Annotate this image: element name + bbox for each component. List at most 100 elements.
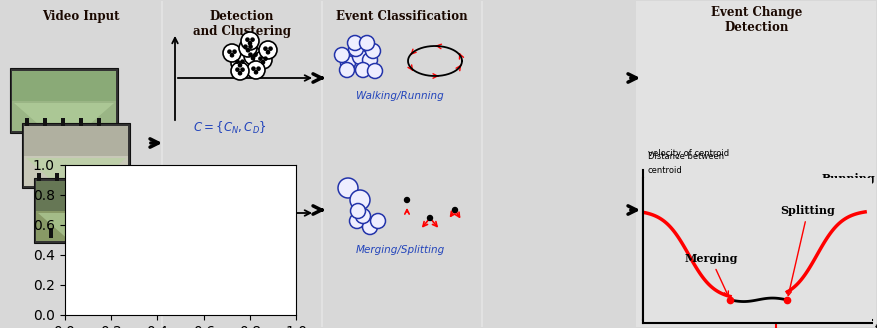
- Circle shape: [205, 213, 208, 216]
- Bar: [636, 1, 638, 327]
- Circle shape: [256, 228, 259, 231]
- Circle shape: [259, 218, 261, 221]
- Text: Walking/Running: Walking/Running: [356, 91, 444, 101]
- Polygon shape: [26, 158, 126, 186]
- Circle shape: [260, 215, 264, 218]
- Bar: [97, 118, 101, 128]
- Circle shape: [267, 177, 271, 180]
- Circle shape: [273, 177, 276, 180]
- Circle shape: [239, 64, 242, 67]
- Bar: [10, 68, 118, 133]
- Bar: [638, 1, 876, 327]
- Bar: [34, 178, 142, 243]
- Circle shape: [208, 220, 224, 236]
- Circle shape: [259, 41, 277, 59]
- Text: velocity of centroid: velocity of centroid: [647, 149, 729, 158]
- Circle shape: [204, 213, 220, 229]
- Circle shape: [362, 219, 377, 235]
- Circle shape: [231, 62, 249, 80]
- Bar: [49, 228, 53, 238]
- Bar: [43, 118, 47, 128]
- Circle shape: [249, 45, 253, 48]
- Text: $C = \{C_N, C_D\}$: $C = \{C_N, C_D\}$: [193, 120, 267, 136]
- Bar: [24, 126, 128, 156]
- Text: Running: Running: [822, 173, 875, 184]
- Bar: [12, 101, 116, 131]
- Bar: [36, 181, 140, 211]
- Circle shape: [239, 39, 257, 57]
- Bar: [25, 118, 29, 128]
- Bar: [12, 71, 116, 101]
- Circle shape: [192, 220, 208, 236]
- Circle shape: [355, 63, 370, 77]
- Text: Walking: Walking: [654, 233, 705, 244]
- Text: Merging: Merging: [684, 253, 738, 296]
- Circle shape: [370, 214, 386, 229]
- Circle shape: [453, 208, 458, 213]
- Circle shape: [244, 47, 262, 65]
- Bar: [79, 118, 83, 128]
- Circle shape: [233, 50, 236, 53]
- Circle shape: [350, 190, 370, 210]
- Circle shape: [201, 225, 203, 228]
- Circle shape: [223, 44, 241, 62]
- Circle shape: [252, 228, 254, 231]
- Circle shape: [200, 213, 203, 216]
- Circle shape: [217, 225, 219, 228]
- Text: t: t: [874, 327, 877, 328]
- Circle shape: [348, 42, 363, 56]
- Circle shape: [261, 61, 265, 64]
- Circle shape: [248, 42, 252, 45]
- Bar: [61, 118, 65, 128]
- Circle shape: [340, 55, 355, 71]
- Circle shape: [213, 218, 216, 221]
- Bar: [67, 228, 71, 238]
- Circle shape: [196, 208, 212, 224]
- Circle shape: [244, 45, 247, 48]
- Circle shape: [196, 225, 199, 228]
- Bar: [22, 123, 130, 188]
- Circle shape: [246, 38, 249, 41]
- Circle shape: [247, 61, 265, 79]
- Bar: [481, 1, 483, 327]
- Circle shape: [231, 54, 233, 57]
- Circle shape: [241, 68, 244, 71]
- Circle shape: [231, 54, 249, 72]
- Circle shape: [252, 210, 268, 226]
- Circle shape: [247, 223, 263, 239]
- Circle shape: [241, 60, 244, 63]
- Bar: [91, 173, 95, 183]
- Text: Video Input: Video Input: [42, 10, 120, 23]
- Circle shape: [351, 203, 366, 218]
- Circle shape: [252, 57, 254, 60]
- Circle shape: [267, 51, 269, 54]
- Circle shape: [366, 44, 381, 58]
- Circle shape: [339, 63, 354, 77]
- Bar: [109, 173, 113, 183]
- Circle shape: [347, 35, 362, 51]
- Circle shape: [263, 222, 267, 225]
- Circle shape: [198, 229, 202, 232]
- Circle shape: [263, 171, 281, 189]
- Circle shape: [266, 226, 268, 228]
- Circle shape: [257, 67, 260, 70]
- Text: Event Classification: Event Classification: [336, 10, 467, 23]
- Circle shape: [254, 51, 272, 69]
- Text: Event Change
Detection: Event Change Detection: [711, 6, 802, 34]
- Circle shape: [259, 217, 275, 233]
- Circle shape: [350, 214, 365, 229]
- Bar: [37, 173, 41, 183]
- Circle shape: [353, 50, 367, 65]
- Circle shape: [259, 57, 262, 60]
- Circle shape: [210, 221, 213, 224]
- Text: centroid: centroid: [647, 166, 682, 175]
- Polygon shape: [38, 213, 138, 241]
- Circle shape: [264, 47, 267, 50]
- Bar: [24, 156, 128, 186]
- Circle shape: [334, 48, 350, 63]
- Circle shape: [404, 197, 410, 202]
- Circle shape: [246, 49, 250, 52]
- Bar: [73, 173, 77, 183]
- Circle shape: [362, 52, 377, 68]
- Bar: [36, 211, 140, 241]
